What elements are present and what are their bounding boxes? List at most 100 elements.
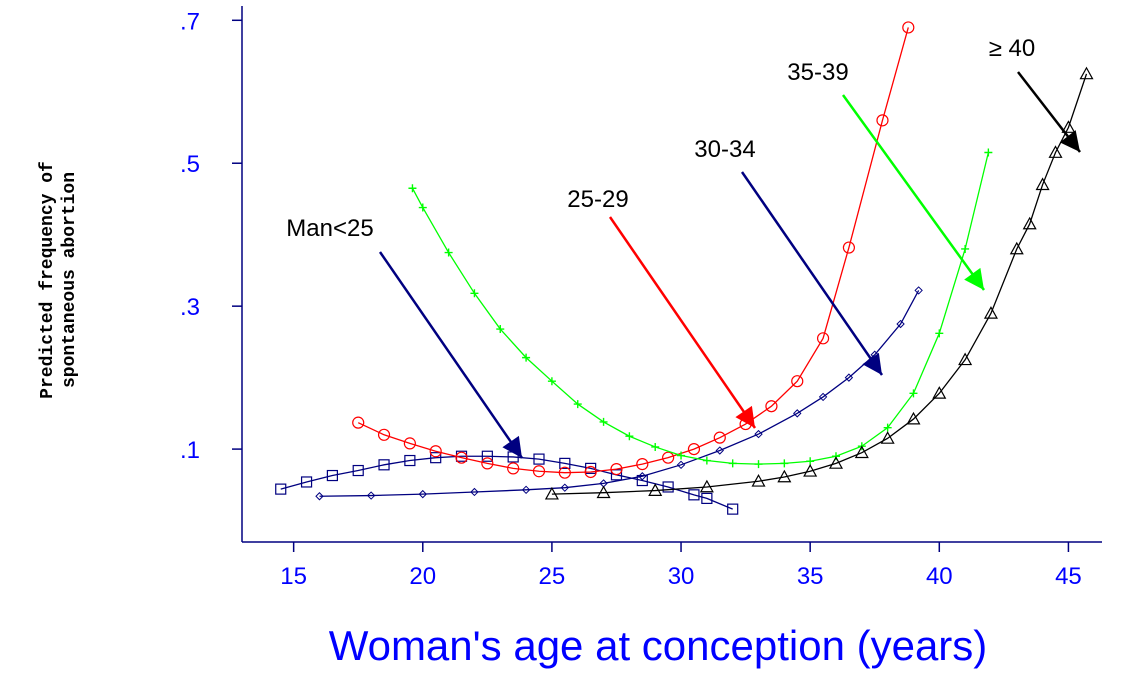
annotation-arrow-head (735, 405, 755, 428)
data-point (584, 465, 597, 479)
annotation-arrow-line (740, 171, 884, 376)
data-point (793, 409, 802, 418)
series-line (551, 73, 1088, 495)
data-point (599, 417, 608, 426)
data-point (676, 460, 686, 470)
data-point (404, 454, 416, 467)
data-point (610, 469, 623, 481)
series-0 (275, 450, 739, 515)
data-point (906, 411, 921, 425)
data-point (533, 453, 545, 465)
data-point (751, 474, 766, 487)
data-point (521, 485, 531, 495)
data-point (914, 286, 923, 295)
data-point (275, 483, 287, 495)
data-point (780, 459, 789, 468)
data-point (418, 203, 427, 212)
data-point (803, 464, 818, 477)
annotation-arrow-head (862, 352, 882, 375)
data-point (352, 416, 365, 429)
data-point (429, 445, 442, 458)
annotation-arrow-line (608, 216, 757, 429)
data-point (636, 474, 648, 487)
data-point (896, 319, 905, 329)
data-point (699, 479, 714, 493)
data-point (638, 472, 647, 481)
data-point (444, 248, 453, 257)
data-point (481, 457, 494, 470)
data-point (300, 476, 313, 488)
data-point (983, 306, 998, 319)
data-point (961, 244, 970, 253)
y-tick-label: .1 (180, 437, 200, 464)
annotation-label: 30-34 (694, 136, 755, 163)
annotation-label: 35-39 (787, 59, 848, 86)
data-point (902, 21, 915, 34)
data-point (625, 432, 634, 441)
data-point (496, 325, 505, 334)
data-point (958, 352, 973, 366)
annotation-layer: Man<25 25-29 30-34 35-39 ≥ 40 (286, 35, 1081, 459)
data-point (713, 431, 726, 444)
data-point (507, 462, 520, 475)
x-tick-label: 35 (797, 563, 824, 590)
annotation-4: ≥ 40 (989, 35, 1081, 153)
annotation-label: 25-29 (567, 186, 628, 213)
data-point (470, 487, 479, 497)
data-point (715, 446, 724, 455)
annotation-1: 25-29 (567, 186, 757, 429)
annotation-arrow-head (964, 267, 984, 290)
x-tick-label: 30 (668, 563, 695, 590)
data-point (806, 457, 815, 466)
x-axis-label: Woman's age at conception (years) (329, 622, 988, 669)
data-point (662, 481, 674, 493)
data-point (701, 492, 713, 505)
data-point (366, 491, 376, 500)
data-point (662, 451, 675, 464)
annotation-label: ≥ 40 (989, 35, 1036, 62)
data-point (777, 469, 792, 483)
series-line (280, 455, 733, 510)
data-point (408, 184, 417, 193)
data-point (765, 400, 778, 413)
data-point (687, 442, 701, 456)
data-point (816, 332, 830, 345)
x-tick-label: 20 (409, 563, 436, 590)
y-tick-label: .3 (180, 294, 200, 321)
data-point (430, 452, 442, 464)
data-point (880, 431, 895, 444)
data-point (532, 465, 546, 478)
series-line (357, 27, 909, 474)
data-point (828, 456, 844, 469)
data-point (558, 466, 571, 479)
annotation-arrow-line (378, 251, 524, 459)
annotation-2: 30-34 (694, 136, 884, 376)
data-point (544, 486, 559, 500)
data-point (481, 450, 493, 462)
data-point (818, 392, 828, 402)
data-point (754, 429, 763, 439)
annotation-arrow-head (1059, 130, 1080, 152)
data-point (377, 428, 391, 441)
data-point (1035, 177, 1050, 191)
series-2 (315, 286, 923, 501)
annotation-arrow-head (502, 435, 522, 458)
y-tick-label: .5 (180, 151, 200, 178)
series-3 (408, 148, 993, 469)
series-1 (352, 21, 915, 479)
data-point (560, 483, 570, 492)
data-point (559, 457, 571, 469)
data-point (573, 400, 582, 409)
data-point (754, 460, 763, 469)
data-point (909, 389, 918, 398)
x-tick-label: 15 (280, 563, 307, 590)
axes: .1 .3 .5 .7 15 20 25 30 35 40 45 (180, 6, 1102, 590)
data-point (1022, 216, 1037, 230)
data-point (876, 114, 889, 127)
y-tick-label: .7 (180, 8, 200, 35)
data-point (932, 386, 947, 399)
data-point (651, 442, 660, 451)
annotation-3: 35-39 (787, 59, 986, 291)
series-line (411, 152, 989, 465)
